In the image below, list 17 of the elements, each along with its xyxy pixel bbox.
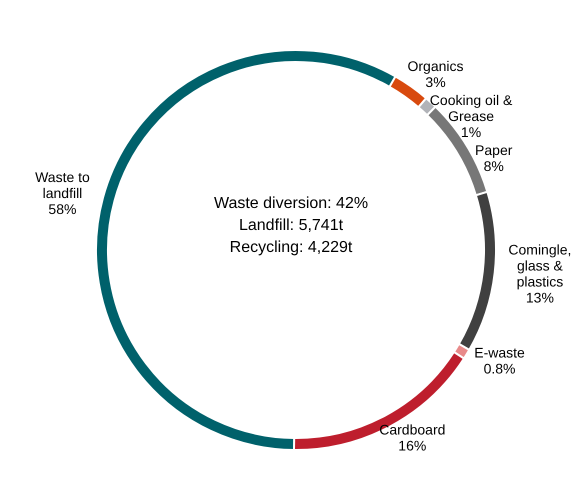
data-label: 1% <box>460 124 482 140</box>
data-label: 16% <box>398 437 426 454</box>
data-label: 0.8% <box>484 360 516 377</box>
slice-label: Comingle, glass & plastics <box>508 241 572 290</box>
text: Recycling: 4,229t <box>230 239 353 256</box>
data-label: 3% <box>425 74 446 90</box>
data-label: 8% <box>484 158 504 174</box>
slice-label: Cardboard <box>379 421 446 438</box>
slice-label: Paper <box>475 142 513 158</box>
slice-label: E-waste <box>474 344 526 361</box>
text: Waste diversion: 42% <box>214 195 368 212</box>
slice-label: Organics <box>407 58 464 74</box>
data-label: 13% <box>526 289 554 306</box>
text: Landfill: 5,741t <box>238 217 344 234</box>
slice-label: Waste to landfill <box>35 168 90 201</box>
slice-label: Cooking oil & Grease <box>430 92 513 124</box>
data-label: 58% <box>48 200 76 217</box>
